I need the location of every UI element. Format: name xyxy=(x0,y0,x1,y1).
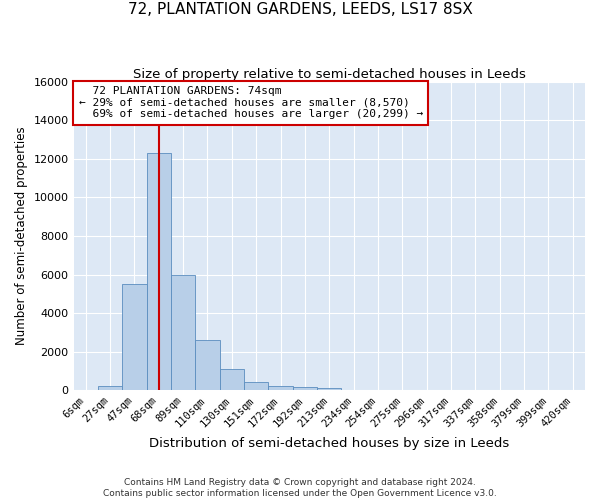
Bar xyxy=(268,386,293,390)
Title: Size of property relative to semi-detached houses in Leeds: Size of property relative to semi-detach… xyxy=(133,68,526,80)
Bar xyxy=(196,340,220,390)
Bar xyxy=(244,382,268,390)
Text: Contains HM Land Registry data © Crown copyright and database right 2024.
Contai: Contains HM Land Registry data © Crown c… xyxy=(103,478,497,498)
X-axis label: Distribution of semi-detached houses by size in Leeds: Distribution of semi-detached houses by … xyxy=(149,437,509,450)
Bar xyxy=(98,386,122,390)
Bar xyxy=(293,388,317,390)
Y-axis label: Number of semi-detached properties: Number of semi-detached properties xyxy=(15,126,28,346)
Text: 72, PLANTATION GARDENS, LEEDS, LS17 8SX: 72, PLANTATION GARDENS, LEEDS, LS17 8SX xyxy=(128,2,472,18)
Bar xyxy=(220,369,244,390)
Bar xyxy=(146,153,171,390)
Bar xyxy=(171,274,196,390)
Bar xyxy=(122,284,146,390)
Bar xyxy=(317,388,341,390)
Text: 72 PLANTATION GARDENS: 74sqm
← 29% of semi-detached houses are smaller (8,570)
 : 72 PLANTATION GARDENS: 74sqm ← 29% of se… xyxy=(79,86,423,120)
